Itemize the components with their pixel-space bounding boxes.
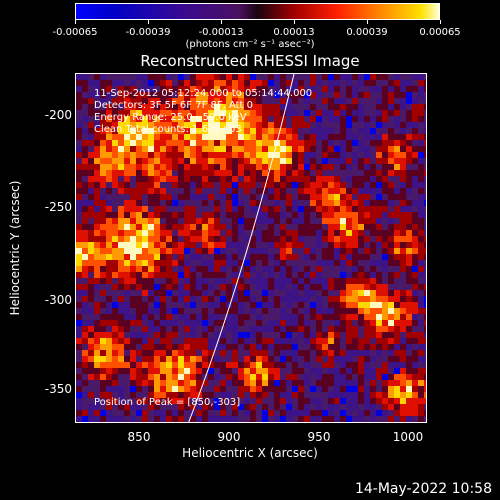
colorbar-tick [221,20,222,24]
colorbar-tick-label: -0.00039 [125,27,171,38]
colorbar-units: (photons cm⁻² s⁻¹ asec⁻²) [185,39,315,50]
clean-counts-text: Clean Total counts: 1.63E+03 [94,124,242,135]
colorbar-tick [75,20,76,24]
detectors-text: Detectors: 3F 5F 6F 7F 8F, Att 0 [94,100,254,111]
time-range-text: 11-Sep-2012 05:12:24.000 to 05:14:44.000 [94,88,313,99]
plot-title: Reconstructed RHESSI Image [140,52,360,70]
timestamp: 14-May-2022 10:58 [354,481,492,497]
x-tick-label: 950 [307,430,331,444]
heatmap-image [76,74,426,422]
y-axis-title: Heliocentric Y (arcsec) [8,180,22,316]
colorbar-tick-label: -0.00013 [198,27,244,38]
energy-range-text: Energy Range: 25.0 - 50.0 keV [94,112,247,123]
colorbar-tick [294,20,295,24]
y-tick-label: -350 [44,382,72,396]
x-tick-label: 900 [217,430,241,444]
colorbar [75,3,440,20]
colorbar-tick [367,20,368,24]
x-tick-label: 1000 [392,430,424,444]
solar-limb-line [188,74,295,422]
y-tick-label: -250 [44,200,72,214]
colorbar-tick [440,20,441,24]
image-plot [75,73,427,423]
x-tick-label: 850 [127,430,151,444]
y-tick-label: -300 [44,293,72,307]
peak-position-text: Position of Peak = [850,-303] [94,397,241,408]
x-axis-title: Heliocentric X (arcsec) [182,446,318,460]
colorbar-tick-label: -0.00065 [52,27,98,38]
colorbar-tick-label: 0.00013 [273,27,315,38]
colorbar-tick-label: 0.00065 [419,27,461,38]
colorbar-tick [148,20,149,24]
colorbar-tick-label: 0.00039 [346,27,388,38]
y-tick-label: -200 [44,108,72,122]
